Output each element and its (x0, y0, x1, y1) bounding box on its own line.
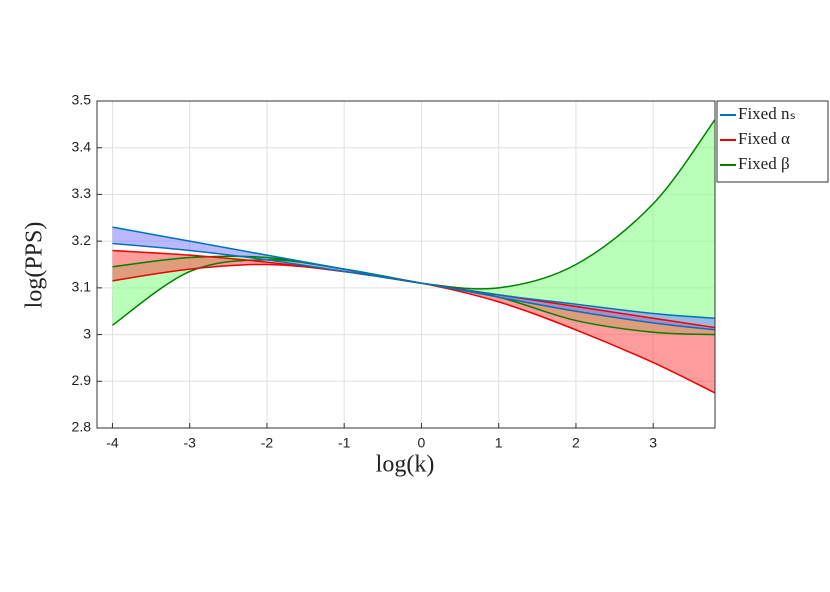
band-line (112, 242, 716, 331)
x-tick-label: -1 (338, 435, 351, 451)
y-tick-label: 3.4 (72, 138, 92, 154)
band-fill (112, 119, 715, 335)
legend-label: Fixed nₛ (738, 104, 796, 123)
y-tick-label: 2.8 (72, 419, 92, 435)
x-tick-label: 3 (649, 435, 657, 451)
x-tick-label: 1 (495, 435, 503, 451)
y-tick-label: 3 (83, 325, 91, 341)
band-fill (112, 250, 715, 393)
x-tick-label: -3 (183, 435, 196, 451)
y-tick-label: 2.9 (72, 372, 92, 388)
axes-box (96, 100, 716, 429)
y-tick-label: 3.3 (72, 185, 92, 201)
legend-label: Fixed α (738, 129, 790, 148)
x-axis-label: log(k) (376, 452, 435, 478)
x-tick-label: 0 (418, 435, 426, 451)
x-tick-label: -2 (261, 435, 274, 451)
y-axis-label: log(PPS) (22, 222, 48, 309)
x-tick-label: -4 (106, 435, 119, 451)
y-tick-label: 3.2 (72, 232, 92, 248)
y-tick-label: 3.5 (72, 92, 92, 108)
legend-label: Fixed β (738, 154, 790, 173)
x-tick-label: 2 (572, 435, 580, 451)
y-tick-label: 3.1 (72, 279, 92, 295)
